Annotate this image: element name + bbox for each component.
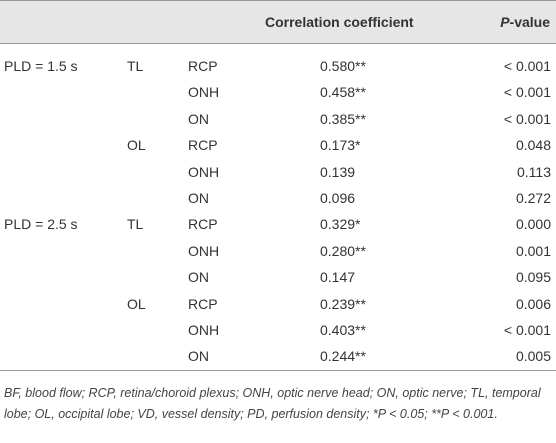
cell-correlation: 0.280**	[320, 242, 366, 259]
cell-correlation: 0.580**	[320, 58, 366, 74]
cell-correlation: 0.244**	[320, 348, 366, 365]
cell-lobe: TL	[127, 216, 144, 233]
cell-region: RCP	[188, 295, 218, 312]
cell-p-value: < 0.001	[503, 110, 551, 127]
table-bottom-rule	[0, 370, 556, 371]
cell-correlation: 0.458**	[320, 84, 366, 101]
cell-region: ONH	[188, 163, 220, 180]
cell-region: ONH	[188, 242, 220, 259]
cell-pld: PLD = 2.5 s	[4, 216, 78, 233]
cell-p-value: < 0.001	[503, 58, 551, 74]
footnote: BF, blood flow; RCP, retina/choroid plex…	[4, 386, 541, 421]
cell-correlation: 0.385**	[320, 110, 366, 127]
table-header	[0, 0, 556, 44]
cell-correlation: 0.403**	[320, 322, 366, 338]
cell-p-value: < 0.001	[503, 322, 551, 338]
cell-p-value: 0.000	[515, 216, 551, 233]
cell-lobe: TL	[127, 58, 144, 74]
cell-correlation: 0.329*	[320, 216, 361, 233]
cell-correlation: 0.239**	[320, 295, 366, 312]
cell-correlation: 0.147	[320, 269, 356, 286]
cell-region: ON	[188, 348, 209, 365]
cell-p-value: 0.095	[515, 269, 551, 286]
cell-region: ON	[188, 269, 209, 286]
cell-p-value: 0.006	[515, 295, 551, 312]
cell-p-value: 0.048	[515, 137, 551, 154]
cell-region: RCP	[188, 216, 218, 233]
cell-region: ON	[188, 190, 209, 206]
cell-p-value: 0.005	[515, 348, 551, 365]
cell-lobe: OL	[127, 137, 146, 154]
cell-pld: PLD = 1.5 s	[4, 58, 78, 74]
cell-region: ONH	[188, 84, 220, 101]
cell-region: ON	[188, 110, 209, 127]
header-p-value: P-value	[500, 14, 550, 30]
cell-p-value: 0.272	[515, 190, 551, 206]
cell-correlation: 0.139	[320, 163, 356, 180]
cell-lobe: OL	[127, 295, 146, 312]
cell-correlation: 0.096	[320, 190, 356, 206]
cell-region: RCP	[188, 58, 218, 74]
cell-p-value: 0.113	[517, 163, 551, 180]
cell-p-value: < 0.001	[503, 84, 551, 101]
header-correlation: Correlation coefficient	[265, 14, 414, 30]
cell-p-value: 0.001	[515, 242, 551, 259]
cell-region: RCP	[188, 137, 218, 154]
cell-region: ONH	[188, 322, 220, 338]
cell-correlation: 0.173*	[320, 137, 361, 154]
